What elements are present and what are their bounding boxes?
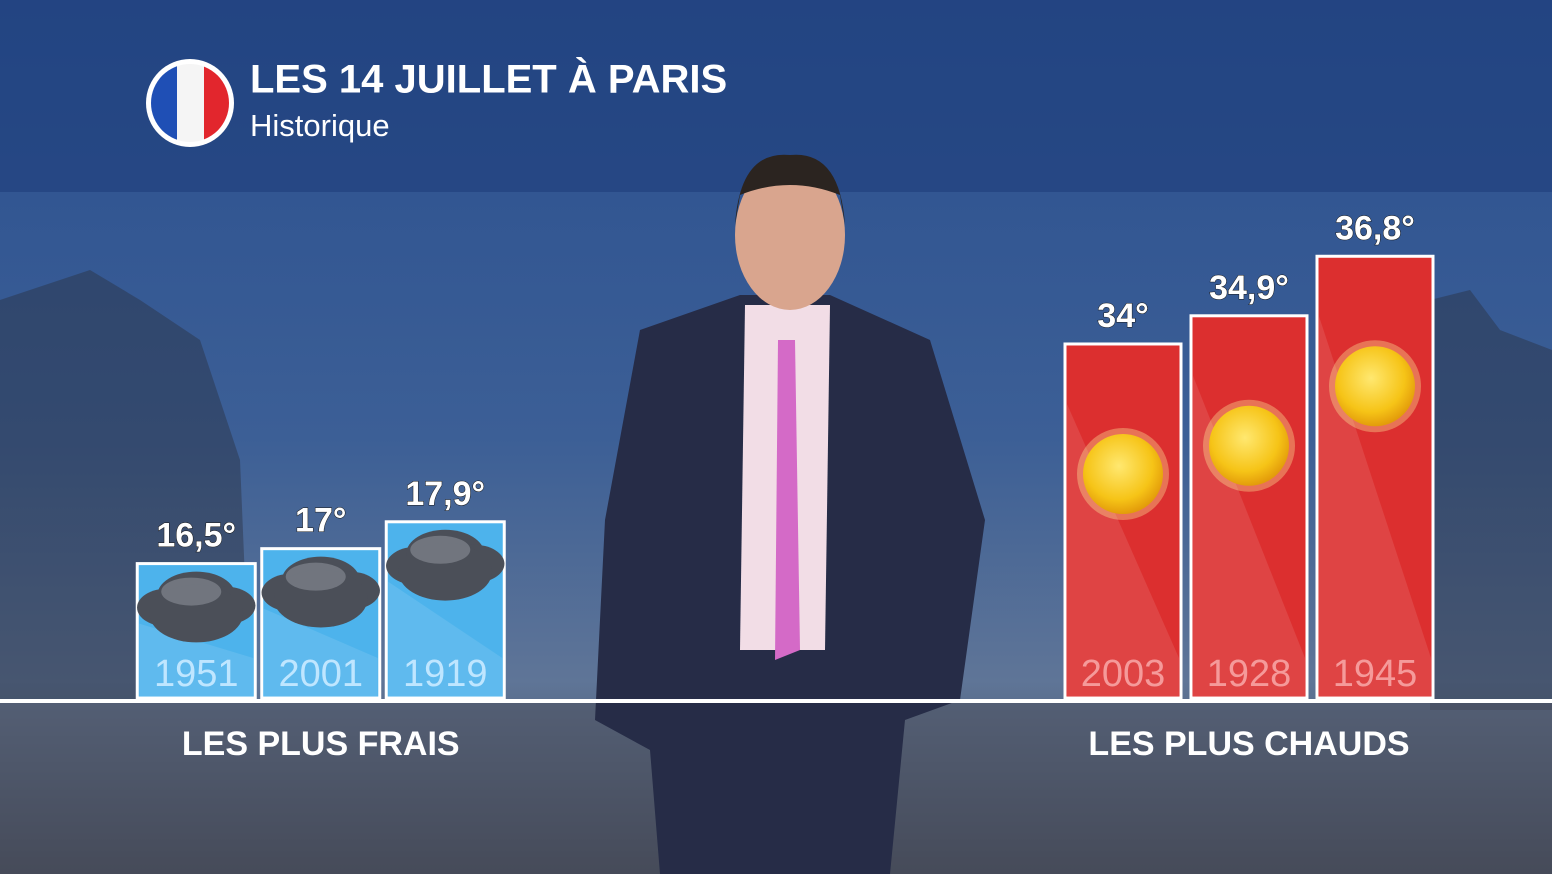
category-label: 1945 <box>1333 653 1418 695</box>
bar-group: 1928 34,9° <box>1189 268 1309 700</box>
value-label: 16,5° <box>156 517 236 555</box>
value-label: 34,9° <box>1209 269 1289 307</box>
bar-shade <box>139 623 254 696</box>
sun-icon <box>1209 405 1289 486</box>
category-label: 1928 <box>1207 653 1292 695</box>
category-label: 1951 <box>154 653 239 695</box>
bar <box>1189 314 1309 700</box>
bar-group: 1945 36,8° <box>1315 209 1435 700</box>
bar-group: 1951 16,5° <box>135 516 257 700</box>
chart-title: LES PLUS CHAUDS <box>1088 725 1409 763</box>
bar-group: 2001 17° <box>260 501 382 700</box>
value-label: 17° <box>295 502 346 540</box>
value-label: 36,8° <box>1335 209 1415 247</box>
sun-icon <box>1083 433 1163 514</box>
sun-icon <box>1335 346 1415 427</box>
bar-group: 1919 17,9° <box>384 474 506 700</box>
cloud-icon <box>285 562 346 591</box>
cloud-icon <box>161 577 222 606</box>
presenter <box>595 154 985 874</box>
value-label: 34° <box>1097 297 1148 335</box>
value-label: 17,9° <box>405 475 485 513</box>
page-title: LES 14 JUILLET À PARIS <box>250 57 727 102</box>
category-label: 2001 <box>278 653 363 695</box>
bar-group: 2003 34° <box>1063 296 1183 700</box>
category-label: 2003 <box>1081 653 1166 695</box>
cloud-icon <box>410 535 471 564</box>
bar-shade <box>263 608 378 696</box>
category-label: 1919 <box>403 653 488 695</box>
chart-title: LES PLUS FRAIS <box>182 725 460 763</box>
page-subtitle: Historique <box>250 108 390 143</box>
bar-shade <box>388 581 503 696</box>
bar <box>1315 254 1435 700</box>
flag-badge <box>146 59 234 147</box>
bar <box>1063 342 1183 700</box>
charts: 1951 16,5° 2001 17° 1919 17,9° LES PLUS FRAIS 2… <box>135 209 1435 763</box>
